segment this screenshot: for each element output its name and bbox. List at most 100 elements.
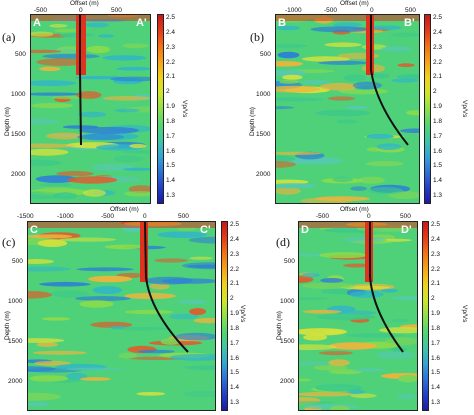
velocity-anomaly — [328, 359, 350, 367]
velocity-anomaly — [316, 313, 376, 321]
colorbar-tick: 2.3 — [431, 250, 441, 258]
velocity-anomaly — [31, 143, 75, 148]
velocity-anomaly — [39, 66, 61, 72]
y-axis-title: Depth (m) — [249, 107, 256, 136]
colorbar-tick: 1.9 — [433, 103, 443, 110]
colorbar-tick: 1.8 — [230, 324, 240, 332]
velocity-anomaly — [39, 281, 91, 287]
velocity-anomaly — [380, 46, 412, 52]
velocity-anomaly — [76, 91, 102, 99]
velocity-anomaly — [80, 377, 111, 381]
velocity-anomaly — [31, 92, 83, 96]
section-start-label: D — [301, 224, 309, 236]
velocity-anomaly — [349, 291, 384, 298]
y-tick: 1500 — [256, 131, 271, 138]
colorbar-tick: 1.5 — [166, 162, 176, 170]
near-surface-band — [31, 15, 150, 21]
velocity-anomaly — [318, 60, 369, 65]
velocity-anomaly — [41, 317, 71, 321]
velocity-anomaly — [276, 187, 301, 195]
colorbar-tick: 1.5 — [431, 369, 441, 377]
velocity-anomaly — [276, 25, 301, 31]
y-tick: 500 — [284, 258, 295, 265]
velocity-anomaly — [375, 351, 415, 359]
velocity-anomaly — [276, 161, 296, 168]
velocity-anomaly — [84, 22, 109, 28]
colorbar-tick: 1.8 — [431, 324, 441, 332]
velocity-anomaly — [31, 102, 74, 109]
y-tick: 1000 — [256, 91, 271, 98]
velocity-anomaly — [300, 80, 332, 84]
y-axis-title: Depth (m) — [4, 107, 11, 136]
velocity-anomaly — [181, 262, 215, 270]
colorbar-tick: 2.1 — [433, 73, 443, 81]
velocity-anomaly — [34, 360, 71, 366]
y-tick: 500 — [260, 51, 271, 58]
velocity-anomaly — [299, 275, 314, 284]
velocity-anomaly — [342, 236, 387, 243]
velocity-anomaly — [276, 69, 307, 77]
x-tick: 500 — [400, 213, 411, 220]
velocity-anomaly — [352, 81, 382, 90]
colorbar-tick: 1.7 — [431, 339, 441, 347]
velocity-anomaly — [350, 393, 377, 399]
section-start-label: B — [278, 17, 286, 29]
velocity-anomaly — [189, 308, 207, 316]
velocity-anomaly — [320, 278, 344, 283]
colorbar-tick: 2.2 — [230, 265, 240, 273]
colorbar-c — [221, 221, 228, 411]
colorbar-label: Vp/Vs — [461, 100, 468, 118]
velocity-anomaly — [366, 134, 394, 139]
velocity-anomaly — [330, 405, 350, 410]
x-axis-title: Offset (m) — [340, 0, 369, 7]
near-surface-band — [276, 15, 419, 21]
velocity-anomaly — [31, 49, 62, 53]
colorbar-tick: 1.9 — [230, 310, 240, 317]
velocity-anomaly — [66, 372, 88, 380]
velocity-anomaly — [31, 118, 59, 125]
velocity-anomaly — [28, 266, 71, 272]
section-end-label: B' — [404, 17, 415, 29]
velocity-anomaly — [175, 332, 215, 341]
velocity-anomaly — [129, 143, 147, 149]
colorbar-tick: 1.7 — [230, 339, 240, 347]
colorbar-tick: 1.5 — [433, 162, 443, 170]
velocity-anomaly — [104, 244, 146, 250]
velocity-anomaly — [122, 167, 150, 171]
velocity-anomaly — [79, 126, 139, 134]
velocity-anomaly — [91, 166, 114, 171]
velocity-anomaly — [314, 384, 362, 392]
velocity-anomaly — [31, 148, 69, 156]
velocity-anomaly — [37, 239, 68, 247]
colorbar-tick: 2.3 — [230, 250, 240, 258]
y-tick: 500 — [15, 51, 26, 58]
section-end-label: A' — [136, 17, 147, 29]
velocity-anomaly — [301, 272, 321, 278]
panel-letter: (d) — [276, 235, 290, 249]
velocity-anomaly — [28, 392, 61, 401]
velocity-anomaly — [299, 391, 355, 397]
colorbar-tick: 1.3 — [433, 192, 443, 199]
velocity-anomaly — [380, 288, 399, 293]
velocity-anomaly — [98, 34, 115, 38]
velocity-anomaly — [333, 22, 362, 28]
velocity-anomaly — [114, 108, 141, 113]
velocity-anomaly — [86, 45, 111, 54]
section-start-label: C — [30, 224, 38, 236]
colorbar-tick: 1.4 — [433, 177, 443, 185]
velocity-anomaly — [336, 119, 358, 124]
y-tick: 2000 — [8, 378, 23, 385]
velocity-anomaly — [406, 110, 419, 116]
section-start-label: A — [33, 17, 41, 29]
velocity-anomaly — [300, 197, 353, 203]
velocity-anomaly — [367, 187, 404, 195]
velocity-anomaly — [396, 74, 419, 80]
velocity-anomaly — [92, 286, 123, 295]
velocity-anomaly — [32, 350, 87, 355]
colorbar-tick: 1.3 — [166, 192, 176, 199]
velocity-anomaly — [115, 66, 150, 71]
velocity-anomaly — [110, 76, 150, 82]
colorbar-tick: 2.1 — [166, 73, 176, 81]
velocity-anomaly — [120, 150, 150, 154]
velocity-anomaly — [301, 56, 351, 62]
